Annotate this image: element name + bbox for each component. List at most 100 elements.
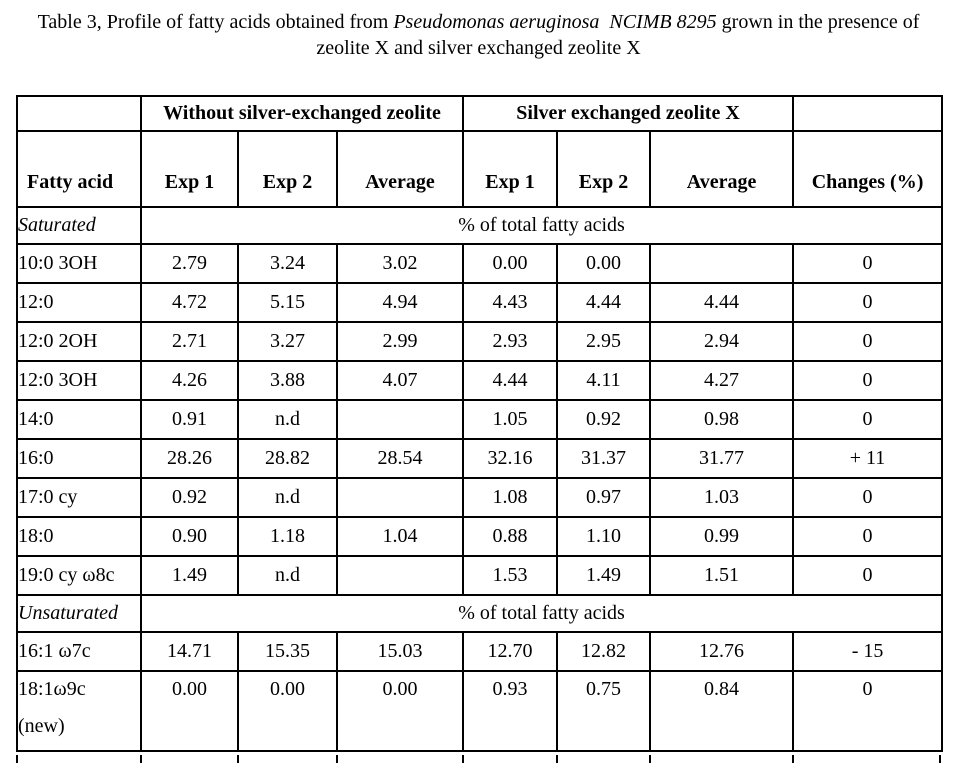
value-cell: - 15	[792, 631, 944, 672]
value-cell: 0.00	[556, 243, 652, 284]
table-row: 17:0 cy 0.92 n.d 1.08 0.97 1.03 0	[16, 477, 944, 518]
value-cell: 3.02	[335, 243, 465, 284]
value-cell: 1.08	[462, 477, 559, 518]
table-row: 18:0 0.90 1.18 1.04 0.88 1.10 0.99 0	[16, 516, 944, 557]
value-cell: 0	[792, 360, 944, 401]
next-row-cut-off	[16, 755, 941, 763]
value-cell: 4.72	[140, 282, 239, 323]
value-cell: 2.93	[462, 321, 559, 362]
cut-row-cell	[237, 755, 336, 763]
value-cell: 4.43	[462, 282, 559, 323]
value-cell: 1.04	[335, 516, 465, 557]
fatty-acid-table: Without silver-exchanged zeolite Silver …	[16, 95, 944, 752]
value-cell: 2.99	[335, 321, 465, 362]
value-cell: 4.44	[462, 360, 559, 401]
column-header-changes: Changes (%)	[792, 130, 944, 208]
fatty-acid-name: 16:1 ω7c	[16, 631, 142, 672]
value-cell: 0.99	[649, 516, 795, 557]
value-cell: 0.84	[649, 670, 795, 752]
value-cell: 28.26	[140, 438, 239, 479]
fatty-acid-name: 12:0 2OH	[16, 321, 142, 362]
value-cell: 1.10	[556, 516, 652, 557]
fatty-acid-name: 18:0	[16, 516, 142, 557]
cut-row-cell	[336, 755, 462, 763]
value-cell: 0	[792, 243, 944, 284]
value-cell: 4.94	[335, 282, 465, 323]
caption-line-2: zeolite X and silver exchanged zeolite X	[316, 37, 641, 59]
section-header-row: Saturated% of total fatty acids	[16, 206, 944, 245]
value-cell: 12.82	[556, 631, 652, 672]
value-cell: 4.11	[556, 360, 652, 401]
table-row: 16:0 28.26 28.82 28.54 32.16 31.37 31.77 + 11	[16, 438, 944, 479]
value-cell: 28.82	[237, 438, 338, 479]
value-cell: 4.26	[140, 360, 239, 401]
value-cell: n.d	[237, 555, 338, 596]
value-cell: 1.03	[649, 477, 795, 518]
cut-row-cell	[556, 755, 649, 763]
value-cell: 1.49	[140, 555, 239, 596]
value-cell: 2.79	[140, 243, 239, 284]
value-cell: 0	[792, 282, 944, 323]
section-span-label: % of total fatty acids	[139, 206, 944, 245]
value-cell: 3.24	[237, 243, 338, 284]
value-cell: 28.54	[335, 438, 465, 479]
value-cell: 15.03	[335, 631, 465, 672]
fatty-acid-name: 16:0	[16, 438, 142, 479]
table-row: 12:0 2OH 2.71 3.27 2.99 2.93 2.95 2.94 0	[16, 321, 944, 362]
value-cell: 3.27	[237, 321, 338, 362]
value-cell	[335, 555, 465, 596]
value-cell: 0	[792, 555, 944, 596]
cut-row-cell	[792, 755, 941, 763]
caption-line-1: Table 3, Profile of fatty acids obtained…	[0, 9, 957, 35]
value-cell: 0	[792, 399, 944, 440]
value-cell: + 11	[792, 438, 944, 479]
table-caption: Table 3, Profile of fatty acids obtained…	[0, 0, 957, 61]
value-cell: 0.91	[140, 399, 239, 440]
value-cell: 1.53	[462, 555, 559, 596]
fatty-acid-name: 17:0 cy	[16, 477, 142, 518]
section-label: Saturated	[16, 206, 142, 245]
value-cell: 5.15	[237, 282, 338, 323]
value-cell: 4.44	[649, 282, 795, 323]
table-row: 14:0 0.91 n.d 1.05 0.92 0.98 0	[16, 399, 944, 440]
value-cell: 0.00	[335, 670, 465, 752]
value-cell: 0.97	[556, 477, 652, 518]
table-row: 18:1ω9c (new) 0.00 0.00 0.00 0.93 0.75 0.84 0	[16, 670, 944, 752]
value-cell: 0.75	[556, 670, 652, 752]
value-cell	[649, 243, 795, 284]
value-cell: 0	[792, 516, 944, 557]
value-cell: 0.90	[140, 516, 239, 557]
value-cell: 0.88	[462, 516, 559, 557]
value-cell: 15.35	[237, 631, 338, 672]
value-cell: 2.94	[649, 321, 795, 362]
fatty-acid-name-line2: (new)	[18, 715, 65, 737]
cut-row-cell	[140, 755, 237, 763]
caption-text-prefix: Table 3, Profile of fatty acids obtained…	[37, 11, 394, 33]
value-cell: 32.16	[462, 438, 559, 479]
group-header-row: Without silver-exchanged zeolite Silver …	[16, 95, 944, 132]
column-header-exp2-silver: Exp 2	[556, 130, 652, 208]
value-cell: n.d	[237, 477, 338, 518]
fatty-acid-name: 14:0	[16, 399, 142, 440]
value-cell: 0.92	[556, 399, 652, 440]
fatty-acid-name: 19:0 cy ω8c	[16, 555, 142, 596]
value-cell: 12.76	[649, 631, 795, 672]
value-cell: 2.95	[556, 321, 652, 362]
fatty-acid-name: 10:0 3OH	[16, 243, 142, 284]
blank-corner-cell	[792, 95, 944, 132]
caption-species-name: Pseudomonas aeruginosa NCIMB 8295	[393, 11, 717, 33]
column-header-exp1-silver: Exp 1	[462, 130, 559, 208]
fatty-acid-name: 18:1ω9c (new)	[16, 670, 142, 752]
value-cell: 14.71	[140, 631, 239, 672]
value-cell: 4.44	[556, 282, 652, 323]
value-cell: 1.51	[649, 555, 795, 596]
value-cell: 0.93	[462, 670, 559, 752]
column-header-fatty-acid: Fatty acid	[16, 130, 142, 208]
value-cell	[335, 477, 465, 518]
value-cell: 0.92	[140, 477, 239, 518]
table-row: 16:1 ω7c 14.71 15.35 15.03 12.70 12.82 12.76- …	[16, 631, 944, 672]
section-span-label: % of total fatty acids	[139, 594, 944, 633]
group-header-without-zeolite: Without silver-exchanged zeolite	[139, 95, 465, 132]
value-cell: 1.18	[237, 516, 338, 557]
caption-text-suffix: grown in the presence of	[716, 11, 920, 33]
